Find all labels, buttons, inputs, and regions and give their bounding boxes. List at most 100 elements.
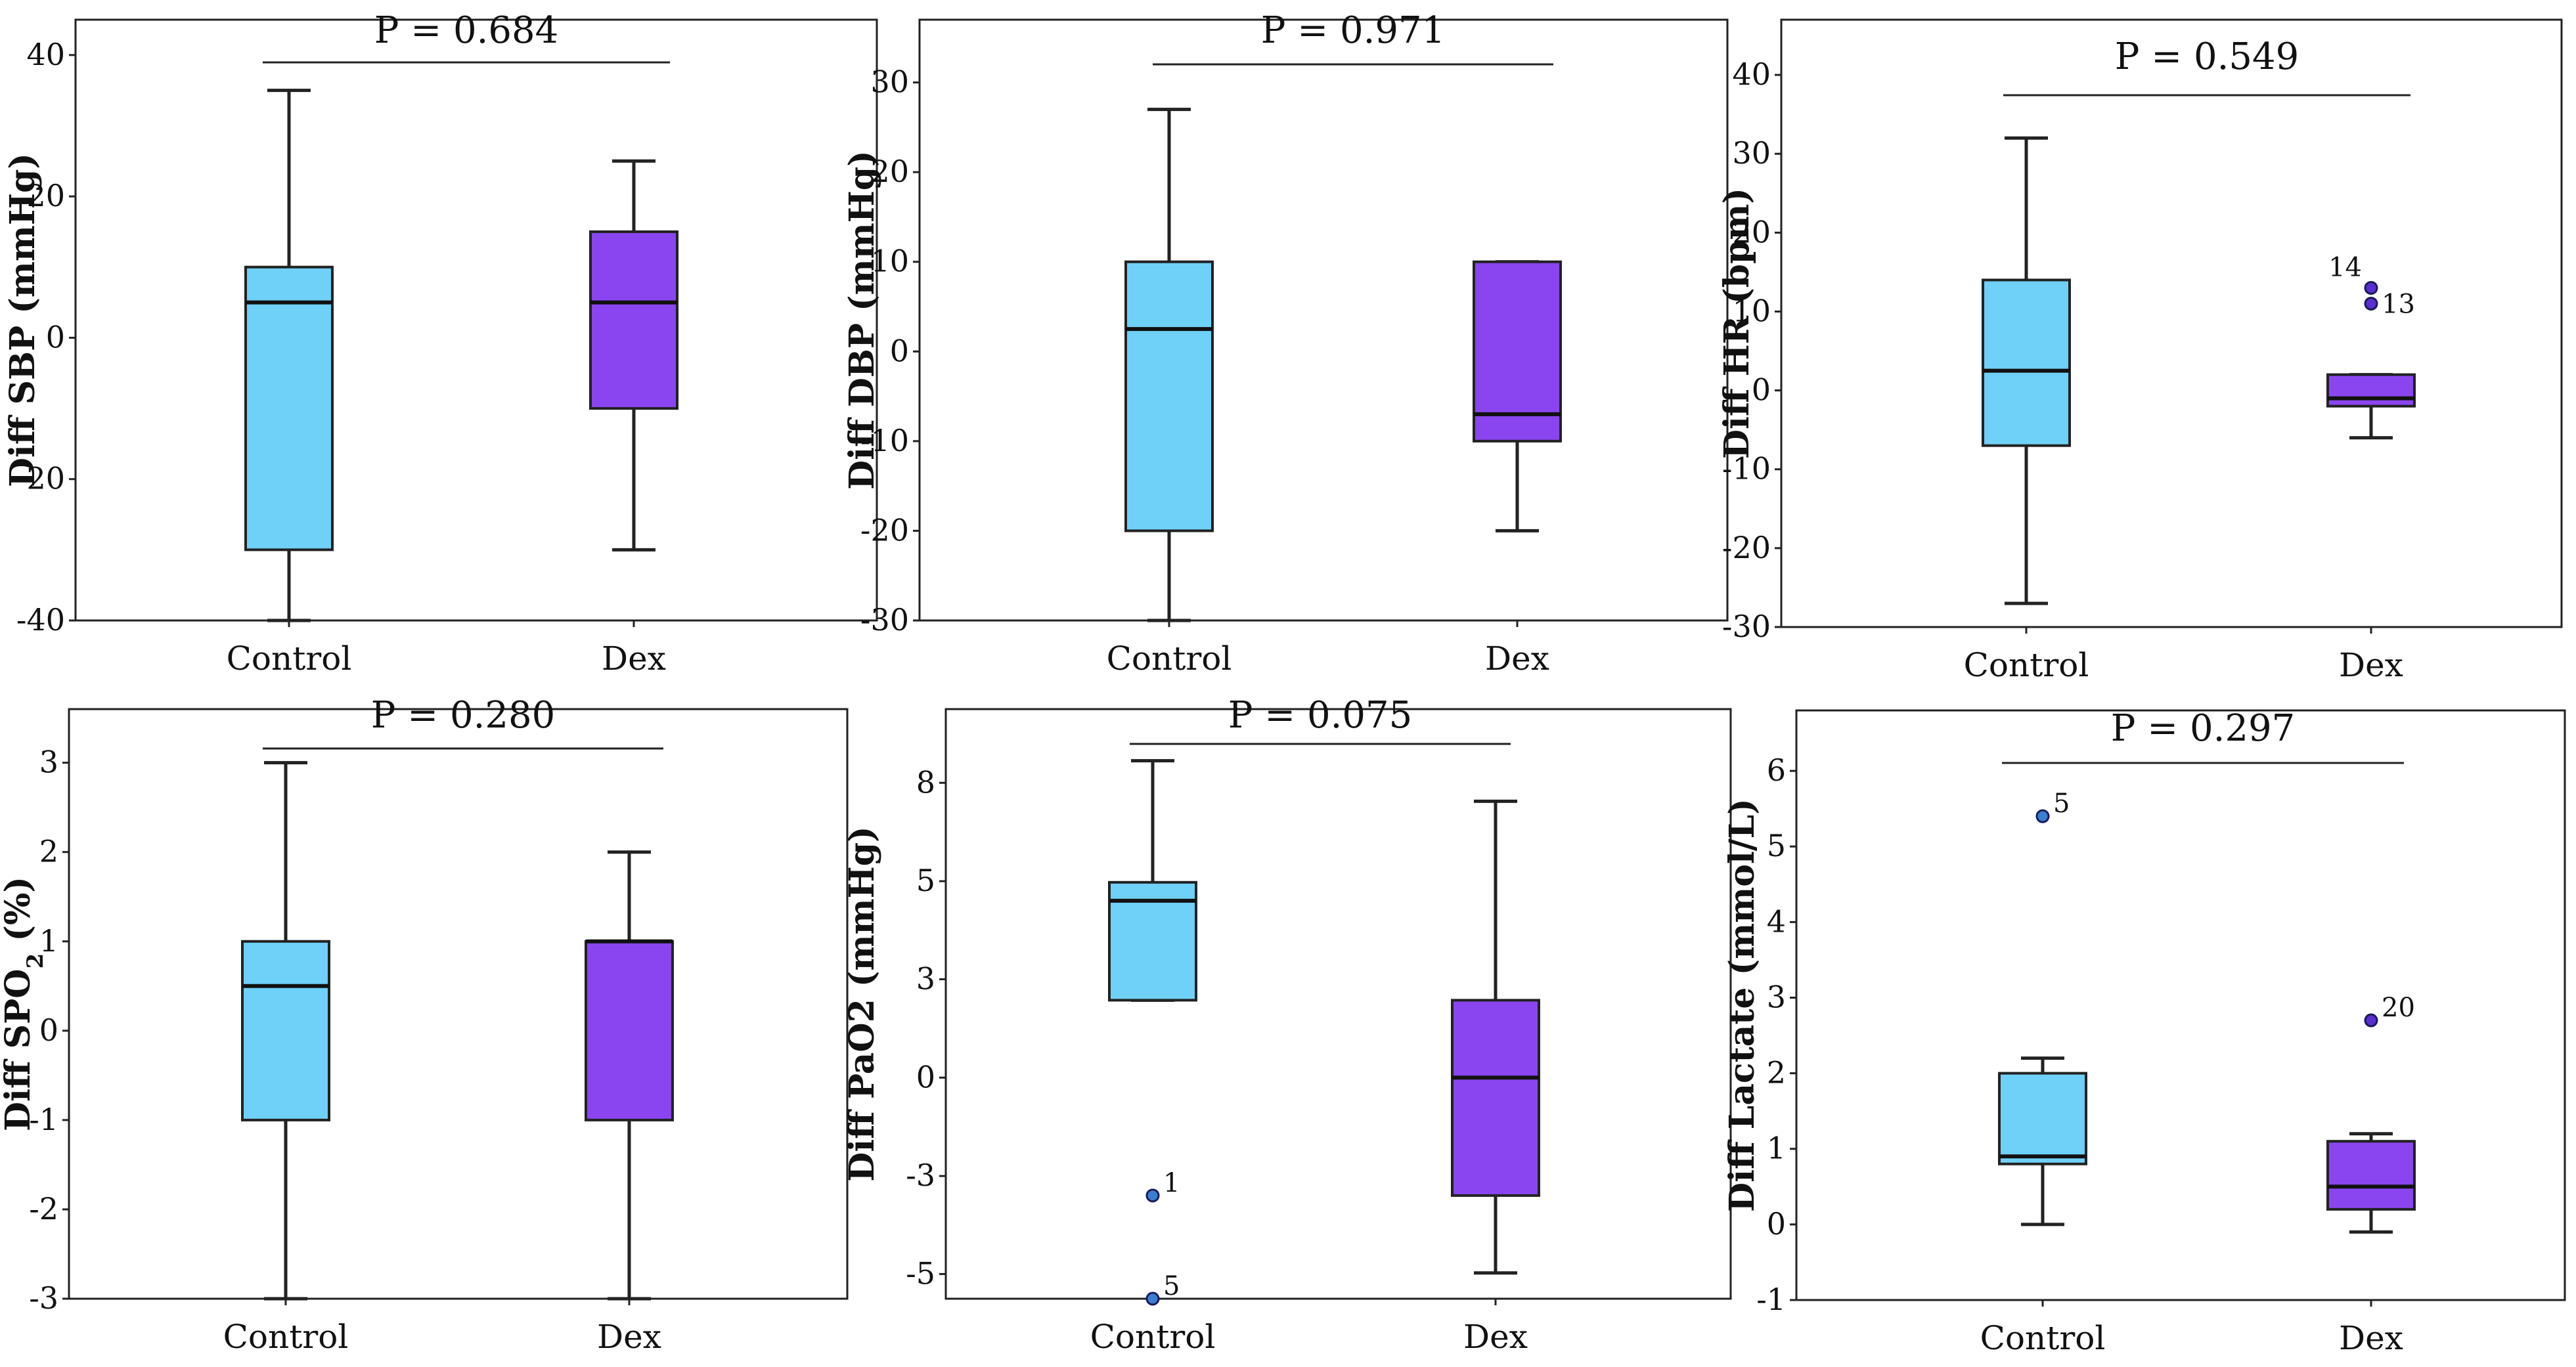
y-axis-title: Diff SPO2 (%) <box>0 877 49 1131</box>
panel-2: 30 20 10 0 -10 -20 -30 Diff DBP (mmHg) P = 0.971… <box>842 9 1729 678</box>
panel-1: 40 20 0 -20 -40 Diff SBP (mmHg) P = 0.684 Contr… <box>3 9 878 678</box>
iqr-box <box>2326 1140 2416 1211</box>
y-tick-label: -1 <box>29 1102 58 1137</box>
y-axis-title: Diff DBP (mmHg) <box>842 150 882 490</box>
y-tick-label: -2 <box>29 1191 58 1226</box>
box-dex <box>585 850 674 1301</box>
outlier-point <box>2364 280 2378 295</box>
iqr-box <box>1982 278 2071 447</box>
y-tick-label: 0 <box>1767 1206 1786 1242</box>
y-tick-label: 0 <box>46 319 65 355</box>
outlier-label: 14 <box>2328 252 2362 282</box>
y-axis-title: Diff HR (bpm) <box>1717 188 1757 459</box>
p-value-label: P = 0.297 <box>2111 707 2296 750</box>
y-tick-label: -3 <box>29 1280 58 1316</box>
y-tick-label: 0 <box>916 1059 935 1095</box>
box-control: 5 <box>1998 789 2087 1226</box>
p-value-label: P = 0.549 <box>2115 35 2299 78</box>
y-tick-label: 3 <box>916 961 935 996</box>
box-control <box>241 761 330 1301</box>
plot-frame <box>1795 709 2566 1301</box>
y-tick-label: 6 <box>1767 752 1786 788</box>
outlier-label: 5 <box>2053 789 2070 819</box>
iqr-box <box>2326 373 2416 408</box>
iqr-box <box>585 940 674 1121</box>
iqr-box <box>589 230 678 410</box>
x-category-label: Dex <box>602 640 666 678</box>
y-tick-label: -10 <box>860 423 909 458</box>
box-control <box>244 89 334 622</box>
y-tick-label: 5 <box>916 863 935 898</box>
plot-frame <box>68 708 849 1300</box>
y-tick-label: -10 <box>1722 451 1771 487</box>
y-tick-label: -3 <box>906 1158 935 1193</box>
y-tick-label: 20 <box>1732 214 1771 250</box>
p-value-label: P = 0.684 <box>374 9 559 52</box>
y-tick-label: 8 <box>916 764 935 800</box>
plot-frame <box>1780 18 2563 628</box>
box-control <box>1124 108 1214 622</box>
box-dex: 14 13 <box>2326 252 2416 440</box>
y-tick-label: 10 <box>1732 293 1771 328</box>
y-axis-title-subscript: 2 <box>22 953 49 969</box>
x-category-label: Control <box>1090 1318 1216 1356</box>
iqr-box <box>1451 999 1540 1197</box>
box-dex <box>589 159 678 552</box>
p-value-label: P = 0.280 <box>371 694 556 737</box>
x-category-label: Control <box>1980 1319 2106 1357</box>
y-tick-label: 10 <box>870 244 909 279</box>
iqr-box <box>1124 260 1214 532</box>
x-category-label: Dex <box>2339 646 2403 684</box>
y-tick-label: 1 <box>39 923 58 959</box>
y-tick-label: 4 <box>1767 903 1786 939</box>
plot-frame <box>74 18 878 622</box>
y-tick-label: 20 <box>26 178 65 213</box>
outlier-label: 1 <box>1163 1168 1180 1198</box>
outlier-point <box>1145 1291 1160 1306</box>
x-category-label: Dex <box>1463 1318 1528 1356</box>
y-tick-label: 40 <box>26 37 65 72</box>
p-value-label: P = 0.971 <box>1261 9 1446 52</box>
plot-frame <box>918 18 1729 622</box>
x-category-label: Dex <box>597 1318 661 1356</box>
x-category-label: Control <box>1107 640 1232 678</box>
y-tick-label: 0 <box>890 333 909 368</box>
outlier-point <box>2035 809 2050 823</box>
y-tick-label: -30 <box>860 602 909 638</box>
p-value-label: P = 0.075 <box>1228 694 1413 737</box>
y-tick-label: -40 <box>16 602 65 638</box>
y-axis-title: Diff Lactate (mmol/L) <box>1722 798 1762 1212</box>
outlier-point <box>2364 1013 2378 1028</box>
x-category-label: Dex <box>2339 1319 2403 1357</box>
x-category-label: Control <box>227 640 352 678</box>
outlier-point <box>2364 296 2378 311</box>
y-axis-title: Diff PaO2 (mmHg) <box>842 826 882 1181</box>
y-tick-label: 0 <box>1752 372 1771 408</box>
y-tick-label: 40 <box>1732 56 1771 92</box>
y-tick-label: 2 <box>39 834 58 869</box>
y-tick-label: -20 <box>16 461 65 496</box>
y-tick-label: 3 <box>1767 979 1786 1014</box>
y-axis-title: Diff SBP (mmHg) <box>3 153 43 487</box>
panel-3: 40 30 20 10 0 -10 -20 -30 Diff HR (bpm) P = 0.549… <box>1717 18 2563 684</box>
iqr-box <box>241 940 330 1121</box>
outlier-label: 20 <box>2382 993 2415 1023</box>
iqr-box <box>1473 260 1562 443</box>
y-tick-label: 1 <box>1767 1131 1786 1166</box>
y-tick-label: -30 <box>1722 609 1771 644</box>
x-category-label: Dex <box>1485 640 1549 678</box>
y-tick-label: 5 <box>1767 828 1786 863</box>
x-category-label: Control <box>1964 646 2089 684</box>
outlier-label: 13 <box>2382 289 2415 319</box>
y-tick-label: 30 <box>1732 135 1771 171</box>
y-tick-label: 30 <box>870 64 909 100</box>
outlier-label: 5 <box>1163 1271 1180 1301</box>
y-tick-label: 3 <box>39 745 58 780</box>
outlier-point <box>1145 1188 1160 1203</box>
panel-5: 8 5 3 0 -3 -5 Diff PaO2 (mmHg) P = 0.075 Control… <box>842 694 1732 1356</box>
box-control: 15 <box>1108 759 1197 1306</box>
iqr-box <box>244 265 334 552</box>
panel-6: 6 5 4 3 2 1 0 -1 Diff Lactate (mmol/L) P = 0.297 C… <box>1722 707 2566 1357</box>
